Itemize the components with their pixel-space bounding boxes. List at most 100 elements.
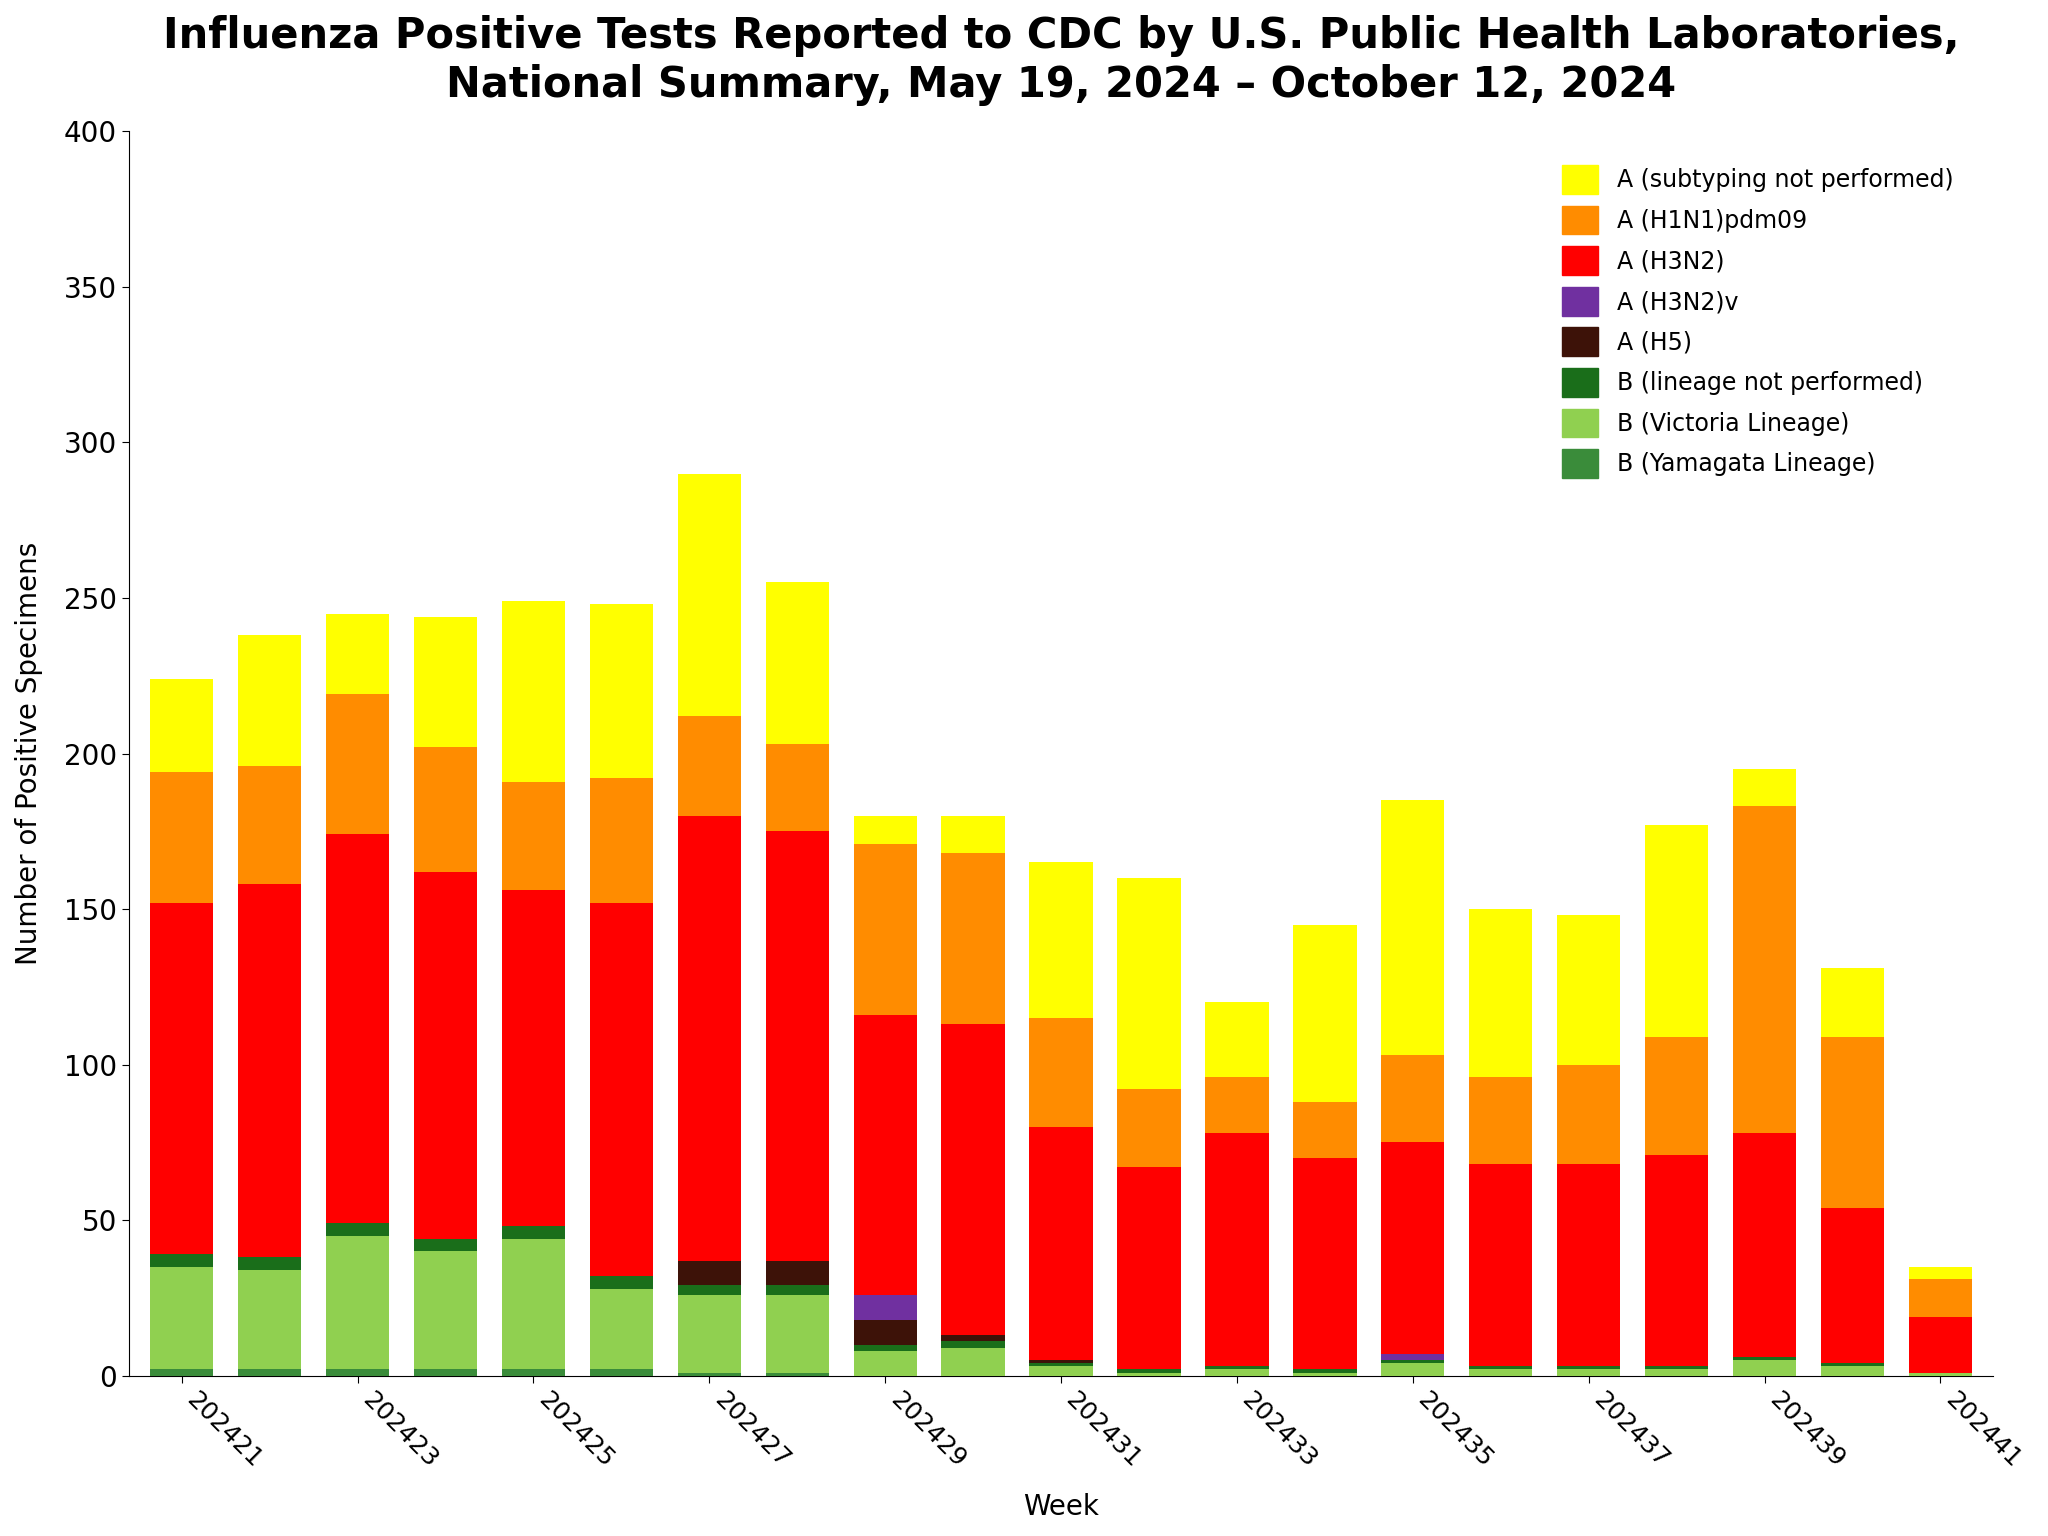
- Bar: [1118, 879, 1180, 1089]
- Bar: [1030, 1367, 1094, 1376]
- Bar: [1468, 1367, 1532, 1370]
- Bar: [942, 816, 1006, 852]
- Bar: [1206, 1370, 1268, 1376]
- Bar: [414, 1370, 477, 1376]
- Bar: [854, 1295, 918, 1319]
- Bar: [1733, 806, 1796, 1134]
- Title: Influenza Positive Tests Reported to CDC by U.S. Public Health Laboratories,
Nat: Influenza Positive Tests Reported to CDC…: [164, 15, 1960, 106]
- Bar: [942, 1341, 1006, 1347]
- Bar: [1206, 1003, 1268, 1077]
- Bar: [238, 636, 301, 766]
- Bar: [678, 816, 741, 1261]
- Bar: [414, 1240, 477, 1252]
- Bar: [942, 1335, 1006, 1341]
- Bar: [1380, 1353, 1444, 1361]
- Bar: [1292, 925, 1356, 1101]
- Bar: [326, 1223, 389, 1235]
- Bar: [590, 604, 653, 779]
- Bar: [1380, 1361, 1444, 1364]
- Bar: [1909, 1373, 1972, 1376]
- Bar: [766, 1373, 829, 1376]
- Bar: [1733, 770, 1796, 806]
- Bar: [678, 473, 741, 716]
- Bar: [678, 716, 741, 816]
- Bar: [678, 1295, 741, 1373]
- Bar: [590, 1276, 653, 1289]
- Bar: [1292, 1158, 1356, 1370]
- Bar: [766, 1295, 829, 1373]
- Bar: [326, 1235, 389, 1370]
- Bar: [1909, 1279, 1972, 1316]
- Bar: [150, 1255, 213, 1267]
- Bar: [854, 816, 918, 843]
- Bar: [590, 779, 653, 903]
- Bar: [678, 1261, 741, 1286]
- Bar: [766, 831, 829, 1261]
- Bar: [150, 679, 213, 773]
- Bar: [854, 1350, 918, 1376]
- Bar: [502, 782, 565, 891]
- Bar: [1030, 1127, 1094, 1361]
- Bar: [590, 1289, 653, 1370]
- Legend: A (subtyping not performed), A (H1N1)pdm09, A (H3N2), A (H3N2)v, A (H5), B (line: A (subtyping not performed), A (H1N1)pdm…: [1552, 155, 1962, 487]
- Bar: [1118, 1373, 1180, 1376]
- Bar: [1468, 1164, 1532, 1367]
- Bar: [1380, 800, 1444, 1055]
- Bar: [238, 1270, 301, 1370]
- Bar: [1468, 1077, 1532, 1164]
- Bar: [414, 1252, 477, 1370]
- Bar: [854, 843, 918, 1015]
- Bar: [502, 1240, 565, 1370]
- Bar: [1118, 1089, 1180, 1167]
- Bar: [1821, 1367, 1884, 1376]
- Bar: [854, 1015, 918, 1295]
- Bar: [1909, 1267, 1972, 1279]
- Bar: [1468, 909, 1532, 1077]
- Bar: [326, 613, 389, 694]
- Bar: [1909, 1316, 1972, 1373]
- Bar: [1645, 1367, 1708, 1370]
- Bar: [1118, 1167, 1180, 1370]
- Bar: [766, 582, 829, 743]
- Bar: [1556, 1370, 1620, 1376]
- Bar: [1030, 862, 1094, 1018]
- Bar: [766, 1261, 829, 1286]
- Bar: [1821, 968, 1884, 1037]
- Bar: [238, 1258, 301, 1270]
- Bar: [502, 1370, 565, 1376]
- Bar: [1645, 825, 1708, 1037]
- Bar: [238, 766, 301, 885]
- Bar: [1556, 1164, 1620, 1367]
- Bar: [942, 1025, 1006, 1335]
- Bar: [1645, 1037, 1708, 1155]
- Bar: [1292, 1101, 1356, 1158]
- Bar: [1556, 1367, 1620, 1370]
- Y-axis label: Number of Positive Specimens: Number of Positive Specimens: [14, 542, 43, 965]
- Bar: [1733, 1134, 1796, 1356]
- Bar: [1206, 1367, 1268, 1370]
- Bar: [1733, 1356, 1796, 1361]
- Bar: [1645, 1370, 1708, 1376]
- Bar: [150, 903, 213, 1255]
- Bar: [1468, 1370, 1532, 1376]
- Bar: [238, 885, 301, 1258]
- Bar: [326, 834, 389, 1223]
- Bar: [502, 1226, 565, 1240]
- Bar: [854, 1344, 918, 1350]
- Bar: [326, 1370, 389, 1376]
- Bar: [1733, 1361, 1796, 1376]
- Bar: [326, 694, 389, 834]
- Bar: [502, 601, 565, 782]
- Bar: [1821, 1207, 1884, 1364]
- Bar: [1292, 1373, 1356, 1376]
- Bar: [1380, 1143, 1444, 1353]
- Bar: [1206, 1134, 1268, 1367]
- Bar: [1380, 1055, 1444, 1143]
- Bar: [1821, 1364, 1884, 1367]
- Bar: [238, 1370, 301, 1376]
- Bar: [942, 1347, 1006, 1376]
- Bar: [414, 748, 477, 872]
- Bar: [678, 1373, 741, 1376]
- Bar: [1030, 1361, 1094, 1364]
- Bar: [766, 1286, 829, 1295]
